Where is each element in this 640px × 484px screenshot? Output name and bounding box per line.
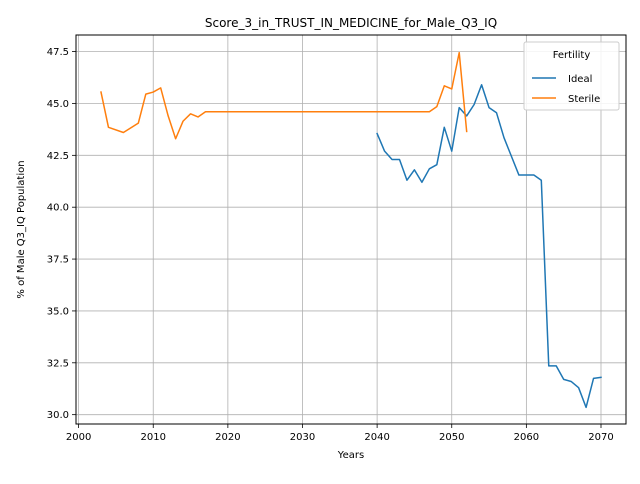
legend-label-sterile: Sterile [568, 94, 600, 105]
chart-title: Score_3_in_TRUST_IN_MEDICINE_for_Male_Q3… [205, 16, 497, 30]
y-tick-label-1: 32.5 [47, 358, 69, 369]
x-tick-label-2: 2020 [215, 432, 240, 443]
x-tick-label-1: 2010 [141, 432, 166, 443]
legend-label-ideal: Ideal [568, 74, 592, 85]
y-tick-label-5: 42.5 [47, 151, 69, 162]
y-axis-label: % of Male Q3_IQ Population [16, 160, 27, 298]
y-tick-label-4: 40.0 [47, 203, 69, 214]
x-tick-label-4: 2040 [364, 432, 389, 443]
series-lines [100, 51, 602, 409]
legend-title: Fertility [553, 50, 591, 61]
y-tick-label-6: 45.0 [47, 99, 69, 110]
plot-area-frame [75, 34, 627, 425]
y-tick-label-2: 35.0 [47, 306, 69, 317]
x-tick-label-0: 2000 [66, 432, 91, 443]
y-tick-label-7: 47.5 [47, 47, 69, 58]
x-tick-label-6: 2060 [514, 432, 539, 443]
x-axis-ticks: 2000 2010 2020 2030 2040 2050 2060 2070 [66, 424, 614, 443]
legend: Fertility Ideal Sterile [523, 41, 620, 111]
y-axis-ticks: 30.0 32.5 35.0 37.5 40.0 42.5 45.0 47.5 [47, 47, 76, 421]
y-tick-label-3: 37.5 [47, 255, 69, 266]
x-axis-label: Years [337, 450, 364, 461]
y-tick-label-0: 30.0 [47, 410, 69, 421]
series-line-ideal [376, 84, 602, 409]
x-tick-label-5: 2050 [439, 432, 464, 443]
series-line-sterile [100, 51, 468, 140]
legend-box [523, 41, 620, 111]
x-tick-label-3: 2030 [290, 432, 315, 443]
x-tick-label-7: 2070 [588, 432, 613, 443]
